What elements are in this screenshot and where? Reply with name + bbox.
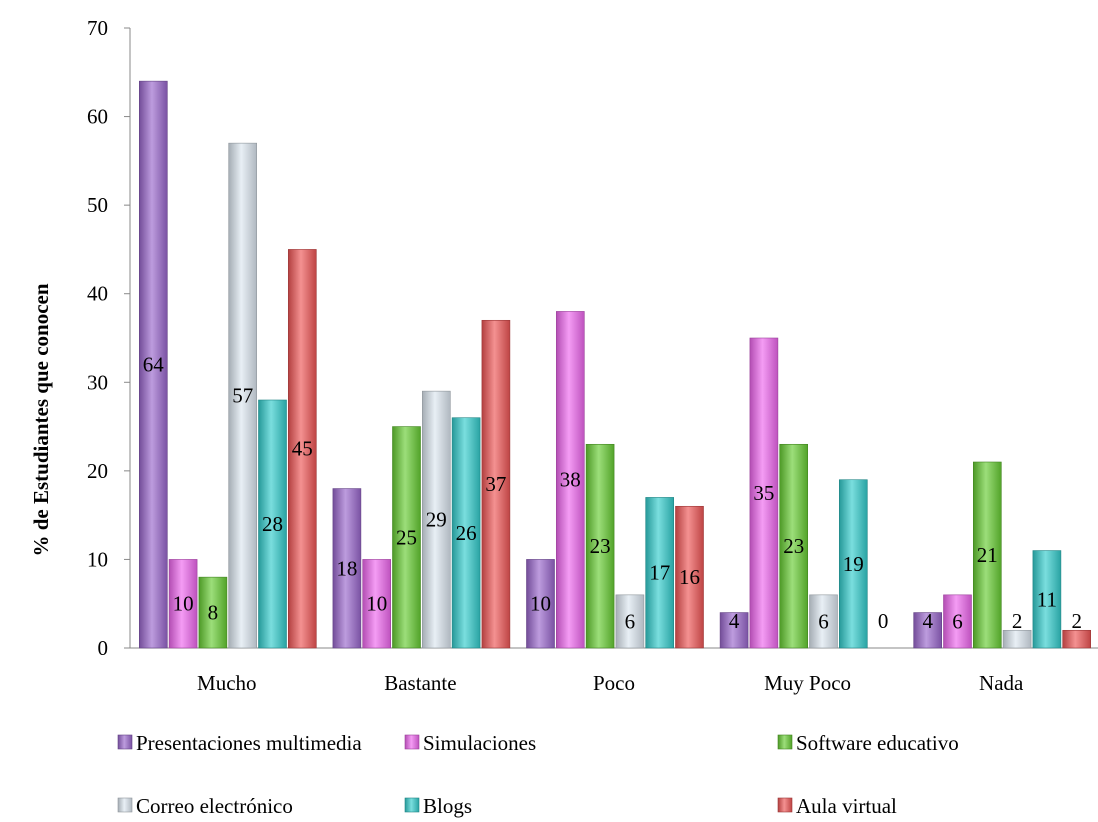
legend-swatch (777, 734, 793, 750)
data-label: 25 (396, 525, 417, 549)
bar (332, 488, 362, 649)
data-label: 28 (262, 512, 283, 536)
bar (555, 311, 585, 649)
data-label: 8 (208, 601, 219, 625)
bar (168, 559, 198, 649)
y-ticks: 0 10 20 30 40 50 60 70 (87, 16, 130, 660)
bar (451, 417, 481, 649)
y-tick-label: 50 (87, 193, 108, 217)
y-tick-label: 40 (87, 282, 108, 306)
y-tick-label: 30 (87, 370, 108, 394)
bar (972, 461, 1002, 649)
bar (779, 443, 809, 649)
category-labels: Mucho Bastante Poco Muy Poco Nada (197, 671, 1024, 695)
bar (913, 612, 943, 649)
legend-label: Aula virtual (796, 794, 897, 818)
data-label: 6 (818, 609, 829, 633)
y-axis-title: % de Estudiantes que conocen (29, 283, 53, 556)
data-label: 19 (843, 552, 864, 576)
data-label: 4 (922, 609, 933, 633)
bar (809, 594, 838, 649)
data-label: 23 (783, 534, 804, 558)
bar (421, 390, 451, 649)
data-label: 29 (426, 508, 447, 532)
data-label: 45 (292, 437, 313, 461)
bar (392, 426, 421, 649)
y-tick-label: 0 (98, 636, 109, 660)
bar (228, 142, 257, 649)
legend-label: Correo electrónico (136, 794, 293, 818)
data-label: 57 (232, 384, 253, 408)
legend: Presentaciones multimedia Simulaciones Sof… (117, 731, 959, 818)
bar (1062, 629, 1091, 649)
data-label: 37 (485, 472, 506, 496)
data-label: 0 (878, 609, 889, 633)
legend-label: Simulaciones (423, 731, 536, 755)
data-label: 23 (590, 534, 611, 558)
data-label: 38 (560, 468, 581, 492)
data-label: 2 (1012, 609, 1023, 633)
legend-label: Presentaciones multimedia (136, 731, 362, 755)
bar (719, 612, 749, 649)
y-tick-label: 70 (87, 16, 108, 40)
data-label: 64 (143, 353, 165, 377)
bar (749, 337, 779, 649)
bar (675, 505, 704, 649)
x-tick-label: Mucho (197, 671, 257, 695)
data-label: 21 (977, 543, 998, 567)
data-label: 2 (1071, 609, 1082, 633)
bar (287, 249, 317, 649)
data-label: 6 (625, 609, 636, 633)
data-label: 16 (679, 565, 700, 589)
legend-label: Blogs (423, 794, 472, 818)
legend-swatch (117, 734, 133, 750)
x-tick-label: Muy Poco (764, 671, 851, 695)
bar (198, 576, 228, 649)
bar (1032, 550, 1062, 649)
y-tick-label: 60 (87, 105, 108, 129)
x-tick-label: Nada (979, 671, 1024, 695)
data-label: 11 (1037, 587, 1057, 611)
legend-swatch (117, 797, 133, 813)
data-label: 26 (456, 521, 477, 545)
legend-swatch (404, 797, 420, 813)
bar (838, 479, 868, 649)
legend-swatch (404, 734, 420, 750)
data-label: 17 (649, 561, 670, 585)
legend-label: Software educativo (796, 731, 959, 755)
bar (615, 594, 645, 649)
bar (943, 594, 972, 649)
y-tick-label: 10 (87, 547, 108, 571)
y-tick-label: 20 (87, 459, 108, 483)
bar (526, 559, 555, 649)
data-label: 6 (952, 609, 963, 633)
bars (139, 80, 1091, 649)
bar (362, 559, 392, 649)
x-tick-label: Bastante (384, 671, 456, 695)
bar (585, 443, 615, 649)
bar (645, 497, 675, 649)
data-label: 10 (530, 592, 551, 616)
bar (139, 80, 168, 649)
bar (258, 399, 287, 649)
x-tick-label: Poco (593, 671, 635, 695)
bar (1002, 629, 1032, 649)
data-label: 10 (173, 592, 194, 616)
legend-swatch (777, 797, 793, 813)
data-label: 35 (753, 481, 774, 505)
data-label: 18 (336, 556, 357, 580)
data-label: 10 (366, 592, 387, 616)
bar (481, 319, 511, 649)
data-label: 4 (729, 609, 740, 633)
